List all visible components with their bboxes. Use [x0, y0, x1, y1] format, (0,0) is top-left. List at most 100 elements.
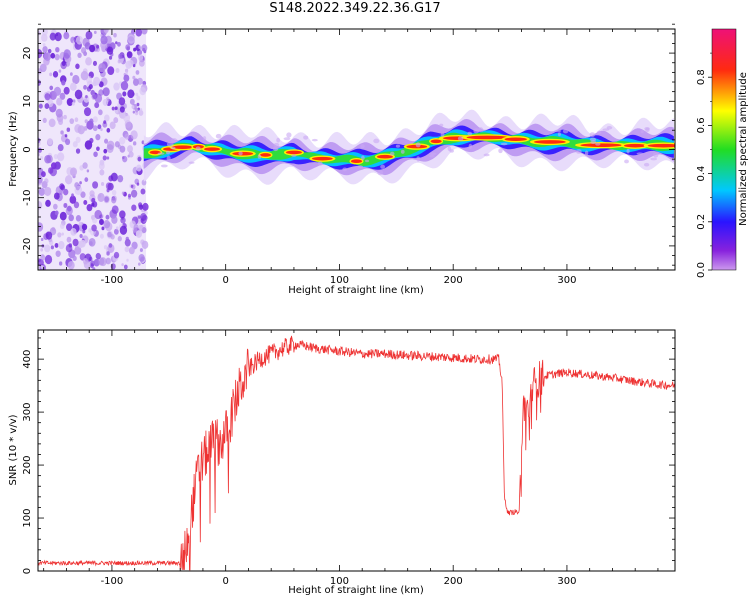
noise-speckle — [89, 196, 92, 200]
noise-speckle — [110, 263, 116, 270]
noise-speckle — [63, 202, 68, 208]
ridge-speckle — [606, 125, 613, 130]
noise-speckle — [122, 155, 128, 163]
noise-speckle — [125, 236, 129, 241]
noise-speckle — [102, 87, 110, 97]
snr-y-tick-label: 0 — [22, 568, 33, 574]
noise-speckle — [106, 46, 114, 55]
noise-speckle — [124, 68, 129, 73]
noise-speckle — [113, 82, 120, 91]
noise-speckle — [91, 197, 96, 203]
noise-speckle — [103, 219, 111, 229]
noise-speckle — [98, 254, 102, 258]
noise-speckle — [93, 151, 98, 158]
ridge-speckle — [357, 165, 364, 168]
ridge-speckle — [589, 132, 596, 138]
noise-speckle — [111, 189, 117, 196]
noise-speckle — [84, 119, 88, 124]
ridge-speckle — [595, 142, 601, 146]
snr-x-tick-label: 200 — [444, 576, 463, 587]
noise-speckle — [135, 111, 139, 116]
noise-speckle — [106, 156, 110, 160]
colorbar-gradient — [712, 29, 736, 270]
noise-speckle — [82, 258, 89, 265]
ridge-peak — [623, 143, 647, 148]
noise-speckle — [117, 41, 121, 47]
noise-speckle — [141, 179, 147, 186]
noise-speckle — [97, 124, 102, 130]
ridge-speckle — [165, 150, 171, 155]
noise-speckle — [126, 258, 129, 262]
ridge-speckle — [584, 150, 589, 156]
snr-x-tick-label: 0 — [223, 576, 229, 587]
noise-speckle — [99, 257, 107, 267]
noise-speckle — [58, 241, 65, 250]
noise-speckle — [94, 93, 103, 103]
spectrogram-y-tick-label: 20 — [22, 47, 33, 60]
noise-speckle — [133, 224, 139, 231]
snr-x-tick-label: -100 — [101, 576, 124, 587]
noise-speckle — [104, 138, 109, 144]
ridge-speckle — [653, 152, 659, 158]
noise-speckle — [109, 121, 116, 130]
noise-speckle — [142, 47, 146, 52]
ridge-speckle — [557, 132, 561, 137]
noise-speckle — [65, 206, 73, 216]
noise-speckle — [49, 32, 57, 41]
ridge-peak — [647, 143, 675, 148]
noise-speckle — [63, 188, 69, 196]
noise-speckle — [81, 223, 88, 231]
noise-speckle — [132, 63, 136, 68]
noise-speckle — [98, 109, 103, 116]
noise-speckle — [59, 211, 67, 221]
noise-speckle — [80, 191, 86, 198]
noise-speckle — [83, 51, 88, 57]
noise-speckle — [74, 185, 83, 195]
noise-speckle — [99, 169, 105, 176]
noise-speckle — [38, 48, 43, 59]
noise-speckle — [135, 70, 140, 75]
noise-speckle — [107, 231, 112, 238]
noise-speckle — [92, 125, 98, 132]
noise-speckle — [100, 35, 108, 45]
noise-speckle — [40, 171, 46, 178]
snr-y-tick-label: 100 — [22, 508, 33, 527]
noise-speckle — [38, 137, 41, 144]
ridge-speckle — [272, 146, 279, 152]
ridge-speckle — [273, 142, 280, 147]
ridge-peak — [259, 153, 272, 157]
noise-speckle — [65, 244, 73, 253]
spectrogram-x-tick-label: 100 — [330, 275, 349, 286]
noise-speckle — [45, 199, 51, 207]
noise-speckle — [127, 34, 135, 44]
noise-speckle — [63, 31, 70, 40]
ridge-speckle — [447, 146, 452, 152]
noise-speckle — [119, 106, 125, 113]
snr-frame — [37, 329, 676, 572]
ridge-speckle — [575, 149, 582, 154]
noise-speckle — [85, 94, 88, 99]
ridge-peak — [580, 143, 622, 147]
noise-speckle — [113, 228, 119, 235]
noise-speckle — [110, 172, 118, 182]
noise-speckle — [137, 54, 144, 61]
colorbar-tick-label: 0.2 — [696, 214, 707, 230]
noise-speckle — [138, 262, 141, 266]
noise-speckle — [63, 49, 71, 59]
noise-speckle — [98, 81, 104, 88]
noise-speckle — [102, 98, 109, 106]
ridge-peak — [285, 150, 302, 155]
ridge-speckle — [483, 153, 490, 157]
noise-speckle — [123, 264, 128, 270]
noise-speckle — [72, 141, 78, 148]
noise-speckle — [137, 215, 141, 219]
ridge-speckle — [457, 136, 464, 141]
noise-speckle — [50, 52, 56, 59]
noise-speckle — [61, 232, 64, 236]
noise-speckle — [66, 236, 72, 243]
noise-speckle — [53, 153, 58, 160]
noise-speckle — [120, 81, 129, 91]
noise-speckle — [40, 265, 44, 269]
ridge-speckle — [650, 157, 658, 161]
noise-speckle — [95, 252, 101, 260]
